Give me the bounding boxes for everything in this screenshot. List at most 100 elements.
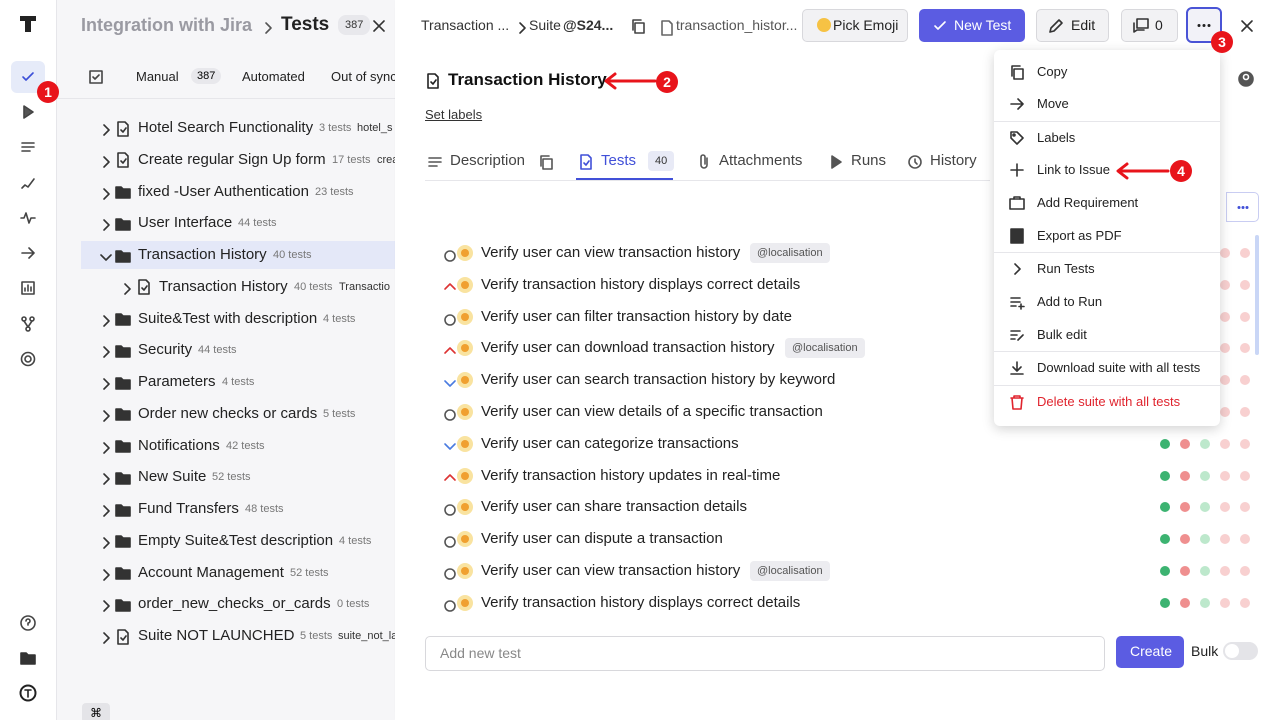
- tree-name[interactable]: order_new_checks_or_cards: [138, 595, 331, 613]
- menu-item[interactable]: Export as PDF: [1037, 228, 1122, 243]
- tree-name[interactable]: Order new checks or cards: [138, 404, 318, 422]
- tree-name[interactable]: Create regular Sign Up form: [138, 150, 326, 168]
- menu-item[interactable]: Add Requirement: [1037, 195, 1139, 210]
- icon-shape: [444, 568, 456, 580]
- icon: [114, 567, 131, 580]
- icon: [1014, 263, 1021, 275]
- button[interactable]: [1036, 9, 1109, 42]
- left-tab[interactable]: Automated: [242, 69, 305, 84]
- crumb-parent[interactable]: Transaction ...: [421, 17, 510, 33]
- panel-tab[interactable]: Description: [450, 152, 526, 169]
- icon-shape: [114, 598, 131, 612]
- icon: [114, 598, 131, 612]
- tree-name[interactable]: Notifications: [138, 436, 220, 454]
- icon-shape: [1220, 438, 1230, 449]
- status-dot: [1220, 375, 1230, 386]
- icon-shape: [444, 536, 456, 548]
- panel-tab[interactable]: History: [930, 152, 977, 169]
- icon-shape: [103, 536, 110, 549]
- status-dot: [1240, 279, 1250, 290]
- test-title[interactable]: Verify user can share transaction detail…: [481, 498, 747, 516]
- icon-shape: [1009, 198, 1025, 210]
- icon-shape: [427, 156, 442, 167]
- icon: [114, 535, 131, 549]
- menu-item[interactable]: Bulk edit: [1037, 327, 1087, 342]
- icon: [1010, 131, 1024, 145]
- menu-item[interactable]: Delete suite with all tests: [1037, 394, 1181, 409]
- tree-count: 17 tests: [332, 153, 371, 166]
- tree-name[interactable]: New Suite: [138, 468, 207, 486]
- tree-name[interactable]: Hotel Search Functionality: [138, 119, 314, 136]
- icon-shape: [23, 105, 34, 119]
- toolbar-more[interactable]: [1226, 192, 1259, 222]
- test-title[interactable]: Verify transaction history displays corr…: [481, 275, 801, 293]
- tree-name[interactable]: Transaction History: [159, 277, 288, 295]
- tree-name[interactable]: Fund Transfers: [138, 500, 239, 517]
- crumb-file[interactable]: transaction_histor...: [676, 17, 798, 33]
- menu-item[interactable]: Run Tests: [1037, 261, 1095, 276]
- icon: [21, 247, 35, 259]
- icon-shape: [632, 19, 642, 31]
- icon-shape: [103, 600, 110, 613]
- button[interactable]: [1121, 9, 1178, 42]
- icon-shape: [1132, 21, 1145, 33]
- tree-name[interactable]: Security: [138, 341, 193, 359]
- edit-label[interactable]: Edit: [1071, 17, 1096, 33]
- status-dot: [1220, 438, 1230, 449]
- new-test-label[interactable]: New Test: [954, 17, 1012, 33]
- new-test-input[interactable]: [425, 636, 1105, 671]
- tree-name[interactable]: Suite&Test with description: [138, 309, 318, 327]
- icon-shape: [21, 178, 35, 189]
- menu-item[interactable]: Add to Run: [1037, 294, 1103, 309]
- emoji-button-label[interactable]: Pick Emoji: [833, 17, 899, 33]
- icon-shape: [103, 187, 110, 200]
- test-title[interactable]: Verify user can view details of a specif…: [481, 403, 823, 420]
- panel-tab[interactable]: Attachments: [719, 152, 803, 169]
- tree-count: 5 tests: [323, 407, 356, 420]
- test-title[interactable]: Verify user can categorize transactions: [481, 434, 739, 452]
- icon-shape: [1014, 263, 1021, 275]
- menu-item[interactable]: Copy: [1037, 64, 1068, 79]
- panel-tab[interactable]: Runs: [851, 152, 887, 169]
- icon-shape: [103, 409, 110, 422]
- icon-shape: [114, 408, 131, 422]
- icon: [1010, 98, 1024, 110]
- test-title[interactable]: Verify user can view transaction history: [481, 244, 741, 261]
- button[interactable]: [919, 9, 1025, 42]
- menu-item[interactable]: Labels: [1037, 130, 1076, 145]
- tree-count: 23 tests: [315, 185, 354, 198]
- left-tab[interactable]: Manual: [136, 69, 179, 84]
- icon: [103, 441, 110, 454]
- menu-item[interactable]: Link to Issue: [1037, 162, 1110, 177]
- test-emoji: [457, 372, 473, 389]
- test-title[interactable]: Verify transaction history displays corr…: [481, 593, 801, 611]
- test-title[interactable]: Verify transaction history updates in re…: [481, 466, 781, 484]
- test-title[interactable]: Verify user can filter transaction histo…: [481, 307, 792, 325]
- menu-item[interactable]: Download suite with all tests: [1037, 360, 1201, 375]
- icon-shape: [444, 409, 456, 421]
- test-title[interactable]: Verify user can view transaction history: [481, 562, 741, 579]
- menu-divider: [994, 385, 1220, 386]
- status-dot: [1160, 597, 1170, 608]
- icon-shape: [20, 16, 36, 32]
- tree-name[interactable]: Account Management: [138, 563, 284, 581]
- set-labels[interactable]: Set labels: [425, 107, 483, 122]
- left-tab[interactable]: Out of sync: [331, 69, 397, 84]
- icon-shape: [23, 105, 34, 119]
- panel-tab-count: 40: [648, 151, 675, 171]
- create-button[interactable]: [1116, 636, 1184, 668]
- icon-shape: [20, 615, 36, 631]
- test-title[interactable]: Verify user can search transaction histo…: [481, 371, 836, 389]
- menu-item[interactable]: Move: [1037, 96, 1069, 111]
- tree-name[interactable]: Parameters: [138, 373, 216, 390]
- icon-shape: [540, 155, 553, 170]
- tree-name[interactable]: User Interface: [138, 214, 233, 232]
- tree-name[interactable]: fixed -User Authentication: [138, 182, 309, 200]
- tree-name[interactable]: Empty Suite&Test description: [138, 531, 334, 549]
- test-title[interactable]: Verify user can download transaction his…: [481, 339, 775, 357]
- comment-count[interactable]: 0: [1155, 17, 1163, 33]
- tree-name[interactable]: Suite NOT LAUNCHED: [138, 627, 295, 644]
- test-title[interactable]: Verify user can dispute a transaction: [481, 530, 723, 548]
- tree-name[interactable]: Transaction History: [138, 246, 267, 263]
- panel-tab[interactable]: Tests: [601, 152, 637, 169]
